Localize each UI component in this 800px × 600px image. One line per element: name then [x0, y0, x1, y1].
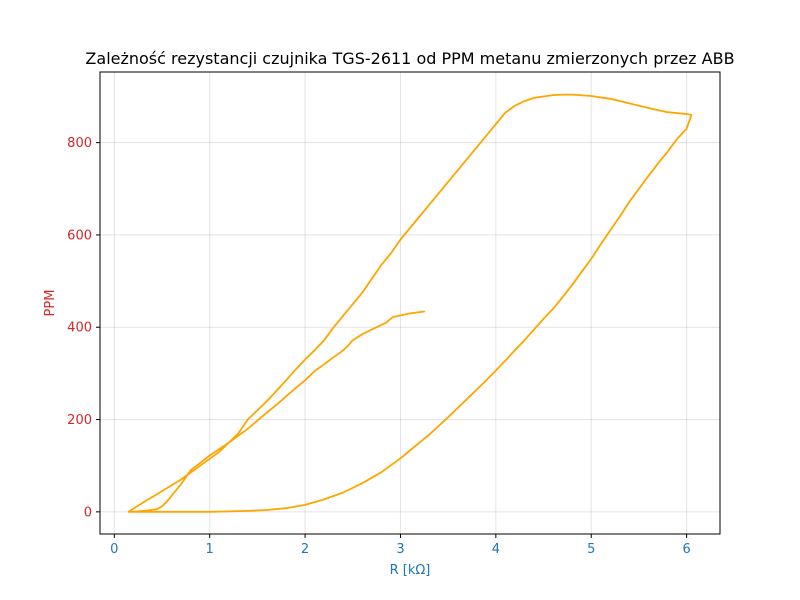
x-tick-label: 6 — [682, 542, 690, 557]
y-axis-label: PPM — [43, 290, 58, 317]
y-tick-label: 800 — [67, 136, 92, 151]
x-tick-label: 0 — [110, 542, 118, 557]
y-tick-label: 0 — [84, 505, 92, 520]
series-group — [127, 93, 693, 513]
x-axis-label: R [kΩ] — [390, 563, 431, 578]
x-tick-label: 3 — [396, 542, 404, 557]
plot-frame — [99, 71, 721, 535]
y-axis: 0 200 400 600 800 — [67, 136, 100, 520]
x-tick-label: 5 — [587, 542, 595, 557]
series-line — [127, 93, 693, 513]
x-tick-label: 1 — [206, 542, 214, 557]
y-tick-label: 600 — [67, 228, 92, 243]
x-tick-label: 2 — [301, 542, 309, 557]
x-axis: 0 1 2 3 4 5 6 — [110, 534, 691, 557]
x-tick-label: 4 — [492, 542, 500, 557]
y-tick-label: 200 — [67, 413, 92, 428]
chart-title: Zależność rezystancji czujnika TGS-2611 … — [85, 49, 734, 68]
y-tick-label: 400 — [67, 321, 92, 336]
